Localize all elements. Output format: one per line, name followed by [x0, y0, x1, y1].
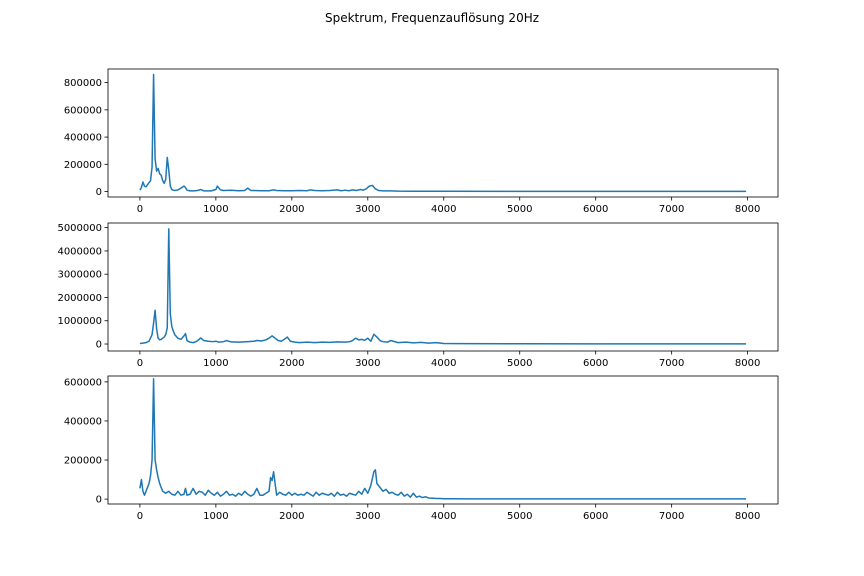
axes-2-series-line	[139, 228, 747, 345]
axes-1-xtick-label: 1000	[203, 204, 228, 215]
axes-3-xtick-label: 4000	[431, 511, 456, 522]
axes-2-xtick-label: 6000	[583, 358, 608, 369]
axes-container: 0 1000 2000 3000 4000 5000 6000 7000 80000200000…	[57, 68, 779, 522]
axes-2-xtick-label: 0	[137, 358, 143, 369]
axes-3-ytick-label: 600000	[64, 377, 102, 388]
axes-1-xtick-label: 6000	[583, 204, 608, 215]
axes-1-series-line	[139, 73, 747, 193]
axes-3: 0 1000 2000 3000 4000 5000 6000 7000 8000 0 200000…	[64, 375, 779, 522]
axes-2-xtick-label: 4000	[431, 358, 456, 369]
axes-3-xtick-label: 1000	[203, 511, 228, 522]
axes-3-xtick-label: 8000	[735, 511, 760, 522]
axes-3-xtick-label: 2000	[279, 511, 304, 522]
axes-2-xtick-label: 1000	[203, 358, 228, 369]
axes-1-xtick-label: 2000	[279, 204, 304, 215]
axes-1-ytick-label: 200000	[64, 160, 102, 171]
axes-3-xtick-label: 0	[137, 511, 143, 522]
figure-suptitle: Spektrum, Frequenzauflösung 20Hz	[325, 11, 539, 25]
axes-1-frame	[107, 68, 779, 198]
axes-2-xtick-label: 3000	[355, 358, 380, 369]
axes-1-xtick-label: 7000	[659, 204, 684, 215]
axes-3-xtick-label: 6000	[583, 511, 608, 522]
axes-2: 0 1000 2000 3000 4000 5000 6000 7000 8000 0 100000…	[57, 222, 779, 369]
axes-2-xtick-label: 8000	[735, 358, 760, 369]
axes-2-ytick-label: 0	[96, 340, 102, 351]
axes-1-ytick-label: 800000	[64, 78, 102, 89]
axes-2-ytick-label: 1000000	[57, 316, 102, 327]
axes-3-xtick-label: 5000	[507, 511, 532, 522]
axes-2-xtick-label: 7000	[659, 358, 684, 369]
axes-2-xtick-label: 5000	[507, 358, 532, 369]
axes-3-ytick-label: 200000	[64, 456, 102, 467]
axes-2-ytick-label: 4000000	[57, 246, 102, 257]
axes-3-series-line	[139, 378, 747, 500]
axes-3-ytick-label: 0	[96, 495, 102, 506]
axes-1-ytick-label: 0	[96, 187, 102, 198]
axes-1-ytick-label: 400000	[64, 133, 102, 144]
axes-1-xtick-label: 5000	[507, 204, 532, 215]
axes-2-frame	[107, 222, 779, 352]
axes-1-ytick-label: 600000	[64, 105, 102, 116]
axes-1-xtick-label: 3000	[355, 204, 380, 215]
axes-1-xtick-label: 4000	[431, 204, 456, 215]
axes-1-xtick-label: 0	[137, 204, 143, 215]
axes-3-ytick-label: 400000	[64, 416, 102, 427]
axes-3-xtick-label: 7000	[659, 511, 684, 522]
axes-2-ytick-label: 3000000	[57, 270, 102, 281]
axes-1: 0 1000 2000 3000 4000 5000 6000 7000 8000 0 200000…	[64, 68, 779, 215]
axes-2-ytick-label: 5000000	[57, 223, 102, 234]
axes-1-xtick-label: 8000	[735, 204, 760, 215]
axes-2-xtick-label: 2000	[279, 358, 304, 369]
axes-2-ytick-label: 2000000	[57, 293, 102, 304]
axes-3-frame	[107, 375, 779, 505]
axes-3-xtick-label: 3000	[355, 511, 380, 522]
